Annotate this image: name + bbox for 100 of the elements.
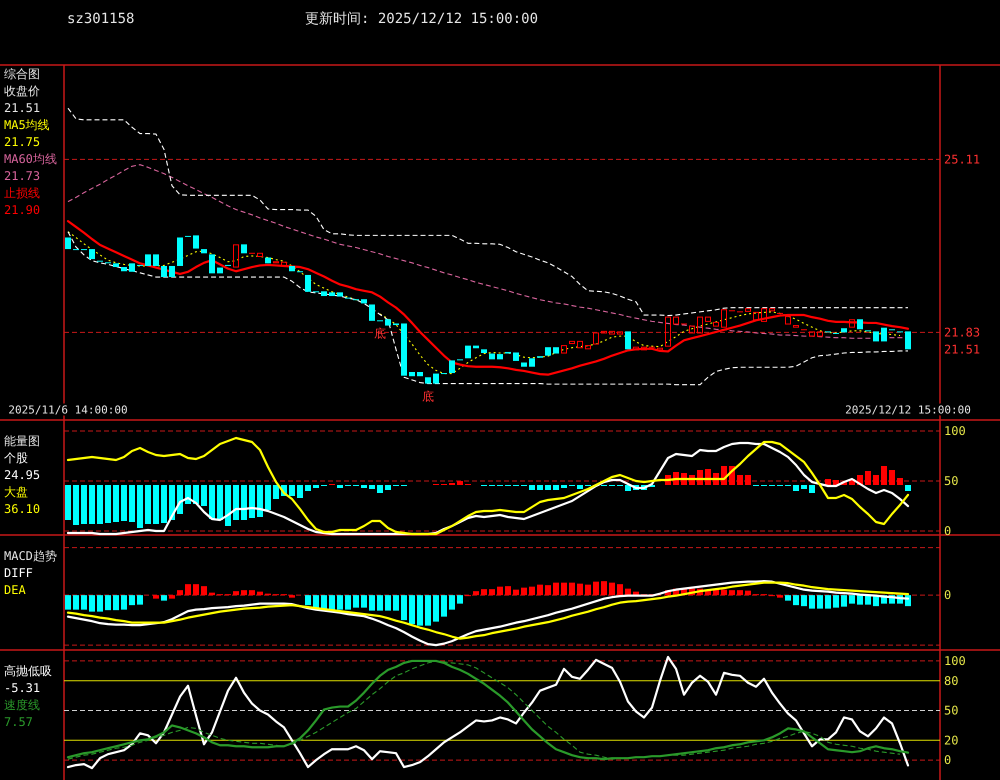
bar [457,481,463,485]
candlestick [121,267,127,272]
text: 个股 [4,451,28,465]
candlestick [769,308,775,312]
bar [737,590,743,596]
bar [353,595,359,608]
y-tick-label: 50 [944,704,958,718]
bar [809,485,815,493]
bar [257,485,263,517]
bar [793,595,799,606]
text: 止损线 [4,186,40,200]
bar [177,590,183,596]
bar [361,595,367,608]
candlestick [793,325,799,328]
candlestick [449,360,455,374]
candlestick [905,331,911,350]
bar [889,470,895,485]
candlestick [553,347,559,354]
candlestick [841,328,847,332]
bar [289,485,295,496]
bar [385,595,391,611]
bar [609,582,615,596]
candlestick [481,349,487,354]
text: 底 [374,326,386,340]
candlestick [169,266,175,278]
y-tick-label: 20 [944,733,958,748]
candlestick [497,354,503,360]
text: 21.73 [4,169,40,183]
bar [257,592,263,596]
bar [89,595,95,612]
bar [545,485,551,490]
candlestick [881,328,887,342]
text: 大盘 [4,485,28,499]
bar [97,595,103,612]
bar [457,595,463,604]
candlestick [705,316,711,322]
bar [601,581,607,596]
candlestick [433,374,439,384]
bar [305,595,311,606]
candlestick [857,319,863,330]
bar [497,586,503,596]
bar [233,485,239,520]
bar [305,485,311,491]
bar [513,590,519,596]
candlestick [337,292,343,297]
bar [849,595,855,604]
bar [449,595,455,610]
bar [577,485,583,489]
bar [865,471,871,485]
candlestick [233,244,239,268]
candlestick [641,346,647,350]
bar [417,595,423,626]
candlestick [217,268,223,274]
line-series [67,108,909,316]
bar [193,584,199,596]
bar [561,582,567,596]
y-tick-label: 50 [944,474,958,488]
bar [297,485,303,498]
bar [97,485,103,524]
bar [833,480,839,485]
candlestick [489,354,495,360]
candlestick [465,346,471,358]
candlestick [161,266,167,278]
candlestick [665,316,671,347]
bar [545,585,551,596]
bar [89,485,95,524]
bar [577,584,583,596]
bar [801,485,807,489]
bar [553,582,559,596]
y-tick-label: 0 [944,524,952,538]
bar [425,595,431,626]
text: 更新时间: 2025/12/12 15:00:00 [305,11,538,27]
bar [225,485,231,526]
bar [585,584,591,596]
bar [745,590,751,596]
candlestick [809,331,815,337]
bar [369,485,375,489]
bar [337,595,343,610]
bar [145,485,151,524]
bar [785,595,791,601]
bar [529,485,535,490]
bar [377,595,383,611]
candlestick [753,312,759,320]
bar [489,589,495,596]
candlestick [473,346,479,348]
bar [737,475,743,485]
candlestick [281,262,287,266]
candlestick [689,326,695,334]
candlestick [745,308,751,312]
bar [817,595,823,609]
candlestick [113,263,119,268]
y-tick-label: 100 [944,654,966,668]
bar [241,485,247,520]
bar [241,590,247,596]
bar [793,485,799,491]
candlestick [369,304,375,321]
candlestick [401,323,407,376]
candlestick [361,299,367,304]
candlestick [633,346,639,350]
bar [481,589,487,596]
